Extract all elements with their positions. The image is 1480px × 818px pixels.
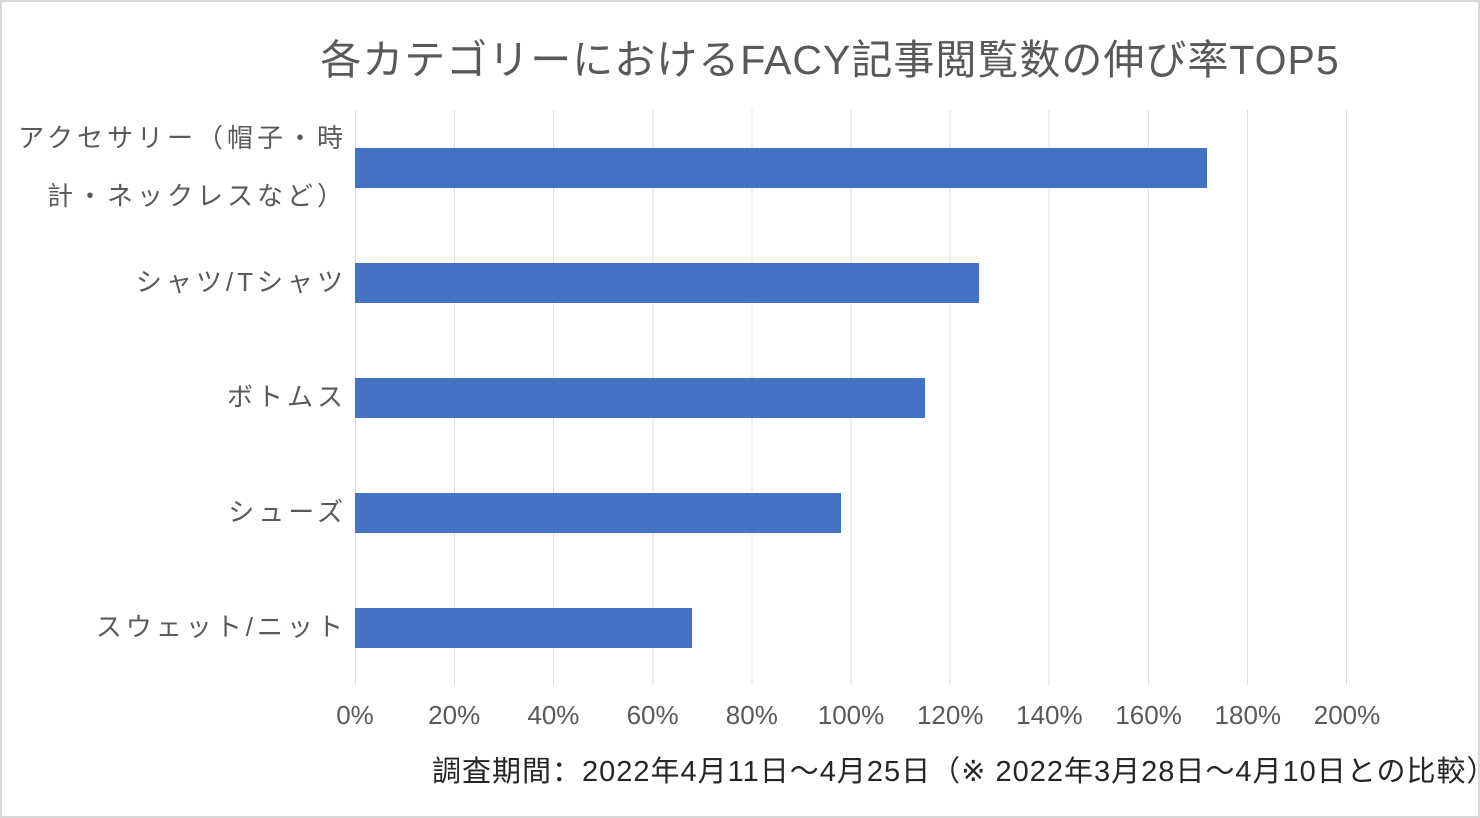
category-label: スウェット/ニット [95, 611, 347, 642]
x-tick-label: 80% [725, 700, 778, 730]
bar-row [355, 340, 1346, 455]
x-tick-label: 40% [527, 700, 580, 730]
x-tick-label: 180% [1214, 700, 1282, 730]
x-tick-label: 160% [1115, 700, 1182, 730]
category-label: アクセサリー（帽子・時計・ネックレスなど） [18, 123, 347, 211]
x-tick-label: 100% [817, 700, 885, 730]
bar-row [355, 110, 1346, 225]
bar-4 [355, 492, 841, 533]
bar-row [355, 225, 1346, 340]
bar-1 [355, 147, 1208, 188]
bar-5 [355, 607, 692, 648]
x-tick-label: 140% [1016, 700, 1083, 730]
x-tick-label: 120% [916, 700, 984, 730]
bar-row [355, 455, 1346, 570]
x-tick-label: 200% [1313, 700, 1381, 730]
bars-container [355, 110, 1346, 685]
x-axis: 0% 20% 40% 60% 80% 100% 120% 140% 160% 180% 200% [336, 700, 1380, 734]
category-label: シューズ [228, 496, 347, 527]
x-tick-label: 0% [336, 700, 374, 730]
category-label: シャツ/Tシャツ [135, 266, 347, 297]
bar-row [355, 570, 1346, 685]
bar-3 [355, 377, 925, 418]
category-axis: アクセサリー（帽子・時計・ネックレスなど） シャツ/Tシャツボトムスシューズスウェ… [2, 110, 347, 685]
x-tick-label: 60% [626, 700, 679, 730]
chart-title: 各カテゴリーにおけるFACY記事閲覧数の伸び率TOP5 [320, 37, 1340, 83]
survey-period-caption: 調査期間：2022年4月11日〜4月25日（※ 2022年3月28日〜4月10日… [432, 756, 1480, 788]
category-label: ボトムス [226, 381, 347, 412]
x-tick-label: 20% [428, 700, 481, 730]
bar-2 [355, 262, 980, 303]
plot-area [355, 110, 1347, 685]
